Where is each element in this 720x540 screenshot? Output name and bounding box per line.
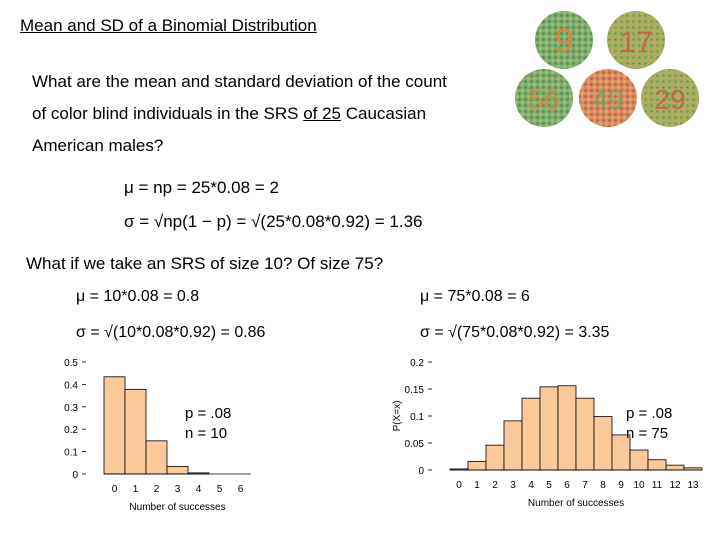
plate-1-number: 9 <box>555 22 574 60</box>
plate-4 <box>579 69 637 127</box>
chart-n75-xtick-label-10: 10 <box>633 480 645 491</box>
left-mu: μ = 10*0.08 = 0.8 <box>76 288 200 305</box>
chart-n10-ytick-label: 0.3 <box>64 403 78 414</box>
chart-n75-xtick-label-5: 5 <box>546 480 552 491</box>
chart-n75-ytick-label: 0.15 <box>405 385 425 396</box>
color-blind-test-plates: 9 17 56 49 29 <box>515 11 699 127</box>
chart-n75-xlabel: Number of successes <box>528 498 624 509</box>
chart-n10-xtick-label-4: 4 <box>196 484 202 495</box>
chart-n75-xtick-label-6: 6 <box>564 480 570 491</box>
question-line-3: American males? <box>32 136 164 155</box>
chart-n75-xtick-label-3: 3 <box>510 480 516 491</box>
chart-n10-xtick-label-5: 5 <box>217 484 223 495</box>
chart-n10-xlabel: Number of successes <box>129 502 225 513</box>
plate-2 <box>607 11 665 69</box>
chart-n75-xtick-label-4: 4 <box>528 480 534 491</box>
chart-n75-ytick-label: 0.1 <box>410 412 424 423</box>
right-sigma: σ = √(75*0.08*0.92) = 3.35 <box>420 324 610 341</box>
question-text-a: of color blind individuals in the SRS <box>32 104 304 123</box>
chart-n10-p-label: p = .08 <box>185 405 231 422</box>
chart-n75-bar-11 <box>647 459 667 471</box>
chart-n75-bar-8 <box>593 416 613 471</box>
chart-n75-ytick-label: 0.05 <box>405 439 425 450</box>
chart-n75-p-label: p = .08 <box>626 405 672 422</box>
plate-1 <box>535 11 593 69</box>
chart-n75-xtick-label-13: 13 <box>687 480 699 491</box>
binomial-chart-n75: 00.050.10.150.2P(X=x)0 1 2 3 4 5 6 7 8 9 10 11 12 13N… <box>392 358 703 509</box>
chart-n75-xtick-label-2: 2 <box>492 480 498 491</box>
plate-5 <box>641 69 699 127</box>
plate-3-number: 56 <box>528 84 559 115</box>
chart-n75-xtick-label-11: 11 <box>652 480 663 491</box>
chart-n10-bar-0 <box>103 376 126 475</box>
chart-n10-xtick-label-3: 3 <box>175 484 181 495</box>
chart-n10-bar-1 <box>124 388 147 475</box>
chart-n75-ylabel: P(X=x) <box>392 401 403 432</box>
chart-n75-bar-4 <box>521 397 541 471</box>
page-title: Mean and SD of a Binomial Distribution <box>20 16 317 35</box>
chart-n75-xtick-label-1: 1 <box>474 480 480 491</box>
plate-4-number: 49 <box>592 84 623 115</box>
chart-n75-xtick-label-12: 12 <box>669 480 681 491</box>
chart-n75-bar-2 <box>485 444 505 471</box>
question-text-b: Caucasian <box>341 104 427 123</box>
chart-n75-bar-12 <box>665 464 685 471</box>
chart-n75-bar-7 <box>575 397 595 471</box>
chart-n10-xtick-label-0: 0 <box>112 484 118 495</box>
chart-n10-ytick-label: 0.4 <box>64 380 78 391</box>
chart-n10-ytick-label: 0.5 <box>64 358 78 369</box>
mu-formula: μ = np = 25*0.08 = 2 <box>124 178 279 197</box>
question-underlined: of 25 <box>303 104 342 123</box>
chart-n75-bar-1 <box>467 460 487 471</box>
chart-n75-ytick-label: 0 <box>418 466 424 477</box>
chart-n75-xtick-label-9: 9 <box>618 480 624 491</box>
plate-5-number: 29 <box>654 84 685 115</box>
chart-n75-xtick-label-0: 0 <box>456 480 462 491</box>
plate-3 <box>515 69 573 127</box>
question-line-2: of color blind individuals in the SRS of… <box>32 104 426 124</box>
chart-n10-xtick-label-6: 6 <box>238 484 244 495</box>
chart-n10-bar-3 <box>166 465 189 475</box>
chart-n75-xtick-label-8: 8 <box>600 480 606 491</box>
question-line-1: What are the mean and standard deviation… <box>32 72 447 91</box>
chart-n75-bar-5 <box>539 386 559 471</box>
chart-n75-bar-10 <box>629 449 649 471</box>
right-mu: μ = 75*0.08 = 6 <box>420 288 530 305</box>
chart-n75-ytick-label: 0.2 <box>410 358 424 369</box>
left-sigma: σ = √(10*0.08*0.92) = 0.86 <box>76 324 266 341</box>
chart-n75-bar-6 <box>557 385 577 471</box>
chart-n10-ytick-label: 0 <box>72 470 78 481</box>
chart-n75-bar-3 <box>503 420 523 471</box>
chart-n10-xtick-label-2: 2 <box>154 484 160 495</box>
sigma-formula: σ = √np(1 − p) = √(25*0.08*0.92) = 1.36 <box>124 212 423 231</box>
chart-n75-n-label: n = 75 <box>626 425 668 442</box>
chart-n75-xtick-label-7: 7 <box>582 480 588 491</box>
plate-2-number: 17 <box>619 26 652 59</box>
followup-question: What if we take an SRS of size 10? Of si… <box>26 254 384 273</box>
chart-n10-ytick-label: 0.2 <box>64 425 78 436</box>
chart-n10-n-label: n = 10 <box>185 425 227 442</box>
chart-n10-xtick-label-1: 1 <box>133 484 139 495</box>
chart-n10-ytick-label: 0.1 <box>64 448 78 459</box>
chart-n10-bar-2 <box>145 440 168 475</box>
chart-n75-plot: 00.050.10.150.2P(X=x)0 1 2 3 4 5 6 7 8 9 10 11 12 13N… <box>392 358 703 509</box>
